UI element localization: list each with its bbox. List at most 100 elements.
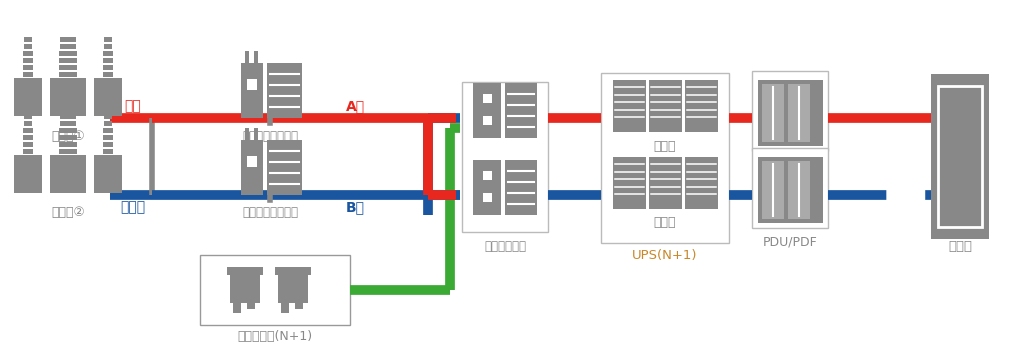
Bar [68, 37, 76, 42]
Bar [59, 128, 69, 133]
Bar [59, 51, 69, 56]
Bar [50, 78, 78, 116]
Bar [254, 127, 258, 139]
Bar [103, 149, 113, 154]
Bar [59, 121, 69, 126]
Bar [67, 72, 77, 77]
Bar [24, 142, 33, 147]
Bar [59, 135, 69, 140]
Bar [473, 159, 501, 214]
Bar [254, 50, 258, 63]
Bar [758, 157, 822, 223]
Bar [14, 78, 42, 116]
Bar [68, 65, 77, 70]
Bar [752, 148, 828, 228]
Bar [68, 142, 77, 147]
Bar [103, 44, 113, 49]
Bar [612, 157, 645, 209]
Text: 本線: 本線 [125, 99, 141, 113]
Text: B系: B系 [345, 200, 365, 214]
Bar [758, 80, 822, 146]
Bar [68, 121, 77, 126]
Bar [266, 139, 301, 195]
Bar [482, 94, 492, 102]
Text: ラック: ラック [948, 240, 972, 253]
Bar [648, 157, 682, 209]
Bar [14, 155, 42, 193]
Bar [227, 267, 263, 275]
Text: UPS(N+1): UPS(N+1) [632, 250, 697, 263]
Bar [938, 86, 982, 227]
Text: 特別高圧受電設備: 特別高圧受電設備 [242, 130, 298, 143]
Bar [103, 128, 113, 133]
Bar [23, 72, 33, 77]
Bar [684, 80, 718, 132]
Bar [24, 135, 33, 140]
Bar [59, 142, 69, 147]
Bar [68, 44, 77, 49]
Bar [103, 65, 113, 70]
Bar [24, 121, 33, 126]
Bar [59, 58, 69, 63]
Bar [788, 161, 810, 219]
Bar [233, 295, 241, 313]
Bar [59, 114, 69, 119]
Bar [241, 63, 262, 118]
Bar [94, 78, 122, 116]
Bar [68, 128, 77, 133]
Bar [482, 115, 492, 125]
Text: A系: A系 [345, 99, 365, 113]
Bar [24, 44, 33, 49]
Bar [68, 58, 77, 63]
Bar [94, 155, 122, 193]
Bar [58, 78, 86, 116]
Bar [762, 161, 783, 219]
Bar [247, 79, 256, 90]
Bar [103, 121, 113, 126]
Bar [266, 63, 301, 118]
Text: 待機系: 待機系 [653, 216, 676, 230]
Bar [24, 114, 32, 119]
Bar [103, 51, 113, 56]
Bar [24, 128, 33, 133]
Text: 高圧受電設備: 高圧受電設備 [484, 239, 526, 252]
Bar [58, 155, 86, 193]
Text: 自家発電機(N+1): 自家発電機(N+1) [238, 331, 312, 344]
Text: 予備線: 予備線 [121, 200, 145, 214]
Bar [482, 170, 492, 180]
Bar [50, 155, 78, 193]
Bar [245, 127, 249, 139]
Bar [24, 51, 33, 56]
Bar [200, 255, 350, 325]
Bar [278, 273, 308, 303]
Bar [289, 303, 295, 311]
Bar [247, 156, 256, 167]
Bar [103, 72, 113, 77]
Bar [24, 37, 32, 42]
Bar [59, 37, 69, 42]
Text: 変電所②: 変電所② [51, 207, 85, 220]
Bar [103, 142, 113, 147]
Bar [648, 80, 682, 132]
Bar [68, 51, 77, 56]
Bar [482, 193, 492, 201]
Bar [59, 72, 69, 77]
Text: 変電所①: 変電所① [51, 130, 85, 143]
Bar [103, 58, 113, 63]
Bar [103, 114, 113, 119]
Bar [788, 84, 810, 142]
Bar [241, 303, 247, 311]
Text: 常用系: 常用系 [653, 139, 676, 152]
Bar [762, 84, 783, 142]
Bar [23, 149, 33, 154]
Bar [473, 82, 501, 138]
Text: PDU/PDF: PDU/PDF [763, 157, 817, 170]
Text: 特別高圧受電設備: 特別高圧受電設備 [242, 207, 298, 220]
Text: PDU/PDF: PDU/PDF [763, 235, 817, 249]
Bar [281, 295, 289, 313]
Bar [67, 149, 77, 154]
Bar [247, 295, 255, 309]
Bar [275, 267, 311, 275]
Bar [505, 82, 537, 138]
Bar [68, 114, 76, 119]
